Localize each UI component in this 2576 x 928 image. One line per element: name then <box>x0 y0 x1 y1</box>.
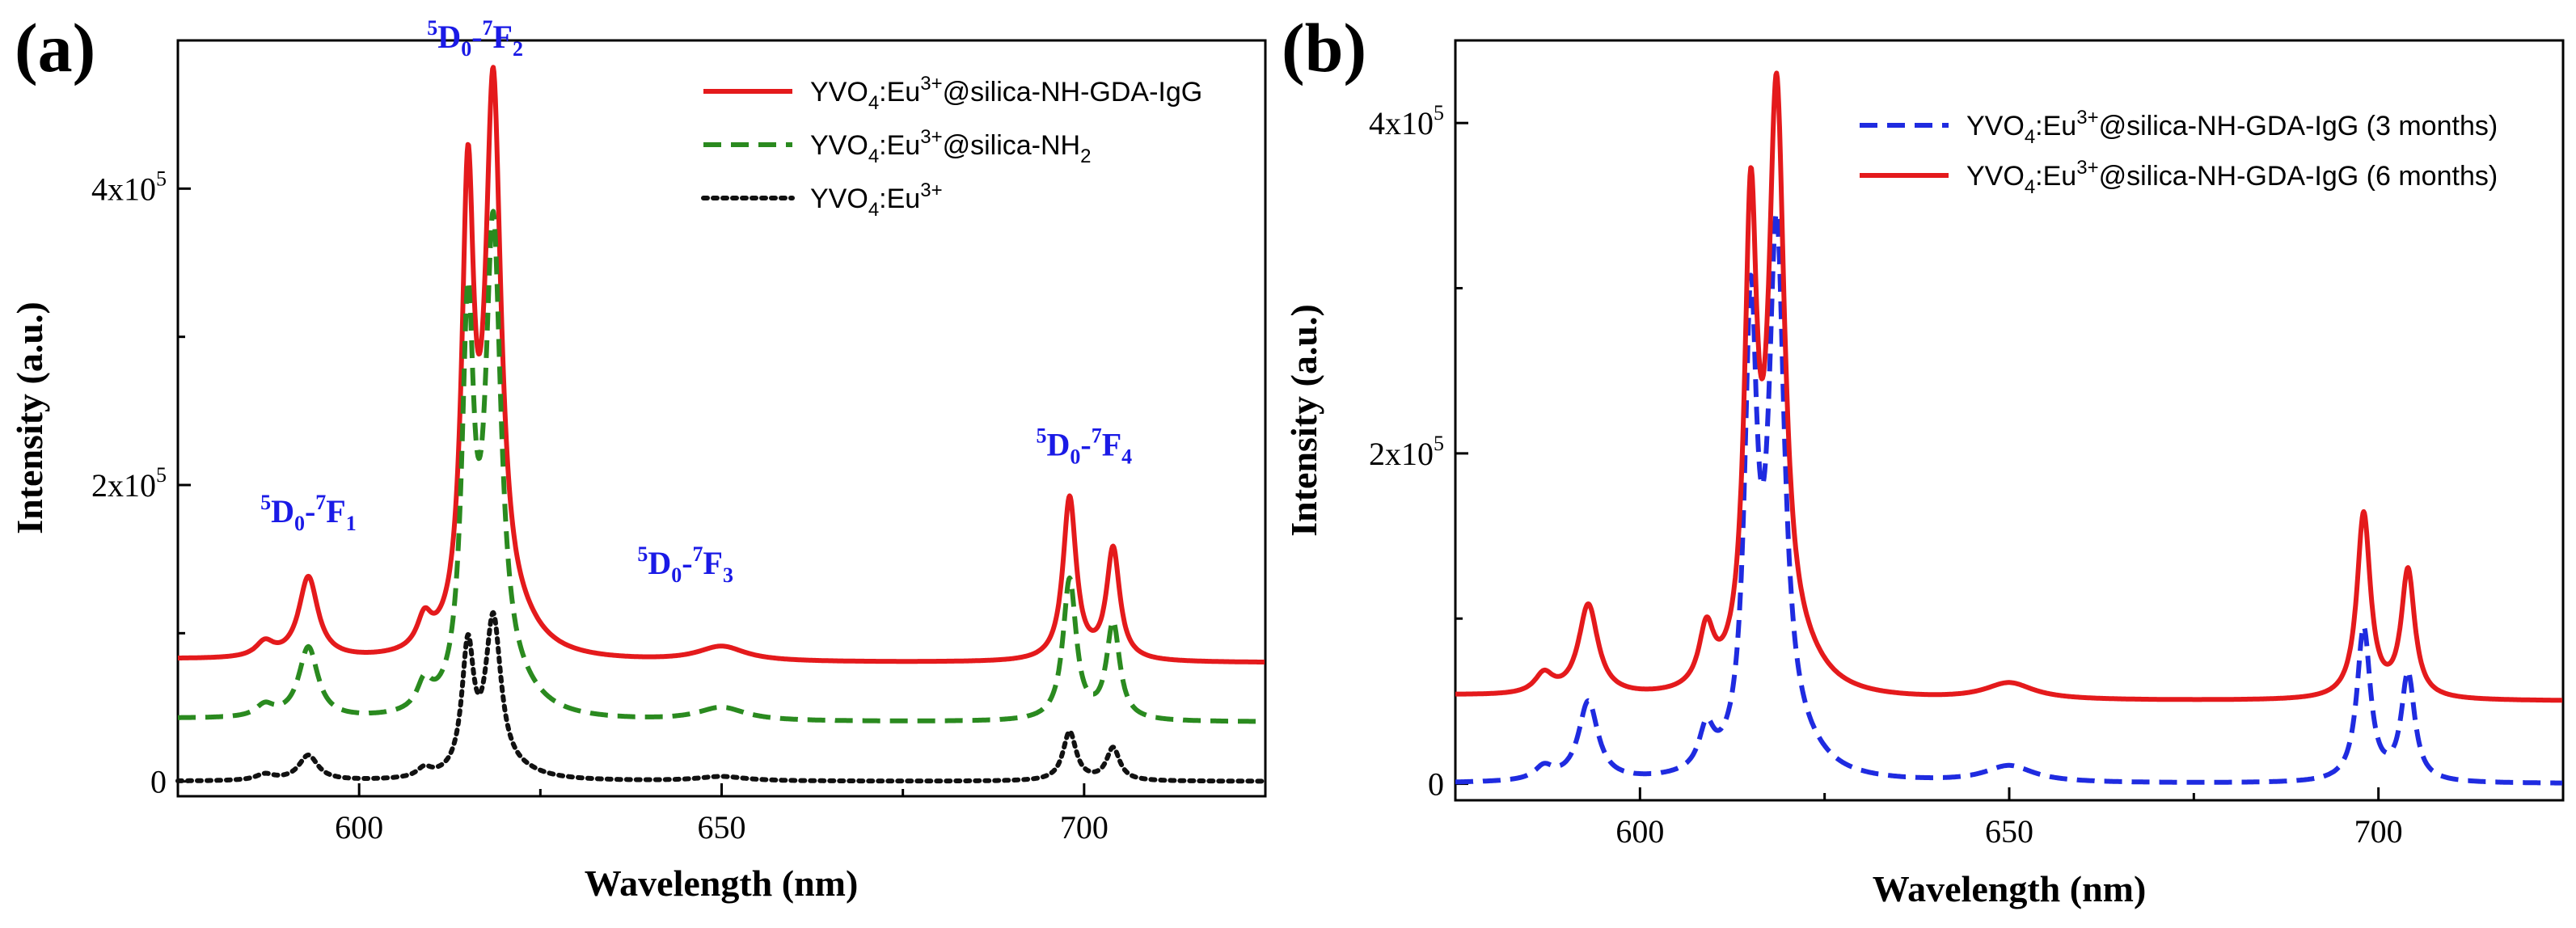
series-line-b-1 <box>1453 70 2565 703</box>
legend-entry: YVO4:Eu3+@silica-NH-GDA-IgG <box>810 73 1202 114</box>
y-axis-a: 0 2x105 4x105 <box>91 167 191 800</box>
transition-annotation: 5D0-7F3 <box>637 542 733 587</box>
series-line-a-2 <box>175 610 1268 784</box>
series-group-b <box>1453 70 2565 786</box>
x-tick-label: 650 <box>698 809 746 846</box>
y-tick-label: 0 <box>1428 766 1444 803</box>
annotations-a: 5D0-7F1 5D0-7F2 5D0-7F3 5D0-7F4 <box>260 16 1132 587</box>
transition-annotation: 5D0-7F4 <box>1037 424 1133 468</box>
x-axis-a: 600 650 700 <box>176 783 1267 846</box>
legend-entry: YVO4:Eu3+@silica-NH-GDA-IgG (6 months) <box>1966 157 2498 198</box>
series-line-a-1 <box>175 209 1267 724</box>
x-tick-label: 600 <box>335 809 383 846</box>
legend-entry: YVO4:Eu3+ <box>810 179 943 221</box>
y-axis-label-b: Intensity (a.u.) <box>1283 304 1324 537</box>
y-tick-label: 2x105 <box>1369 432 1444 472</box>
panel-b: (b) 600 650 700 0 2x105 4x105 Wavelength (nm… <box>1282 9 2565 909</box>
legend-entry: YVO4:Eu3+@silica-NH-GDA-IgG (3 months) <box>1966 107 2498 148</box>
transition-annotation: 5D0-7F1 <box>260 491 357 535</box>
y-axis-label-a: Intensity (a.u.) <box>9 302 50 534</box>
x-tick-label: 650 <box>1985 813 2033 850</box>
x-tick-label: 600 <box>1615 813 1664 850</box>
legend-a: YVO4:Eu3+@silica-NH-GDA-IgG YVO4:Eu3+@sil… <box>701 73 1202 221</box>
x-axis-label-a: Wavelength (nm) <box>585 863 859 904</box>
x-axis-b: 600 650 700 <box>1454 787 2565 850</box>
y-tick-label: 2x105 <box>91 463 167 504</box>
y-tick-label: 0 <box>150 764 167 800</box>
y-tick-label: 4x105 <box>1369 101 1444 141</box>
y-axis-b: 0 2x105 4x105 <box>1369 101 1468 803</box>
x-tick-label: 700 <box>1060 809 1109 846</box>
legend-entry: YVO4:Eu3+@silica-NH2 <box>810 126 1091 167</box>
series-group-a <box>175 65 1268 784</box>
panel-a: (a) 600 650 700 0 2x105 4x105 5D0-7F1 5D0-7F2… <box>9 9 1268 904</box>
panel-label-a: (a) <box>15 9 95 86</box>
legend-b: YVO4:Eu3+@silica-NH-GDA-IgG (3 months) YV… <box>1860 107 2498 198</box>
x-axis-label-b: Wavelength (nm) <box>1873 868 2147 909</box>
transition-annotation: 5D0-7F2 <box>427 16 523 61</box>
series-line-b-0 <box>1453 210 2565 786</box>
panel-label-b: (b) <box>1282 9 1366 86</box>
series-line-a-0 <box>175 65 1267 664</box>
y-tick-label: 4x105 <box>91 167 167 207</box>
x-tick-label: 700 <box>2354 813 2403 850</box>
